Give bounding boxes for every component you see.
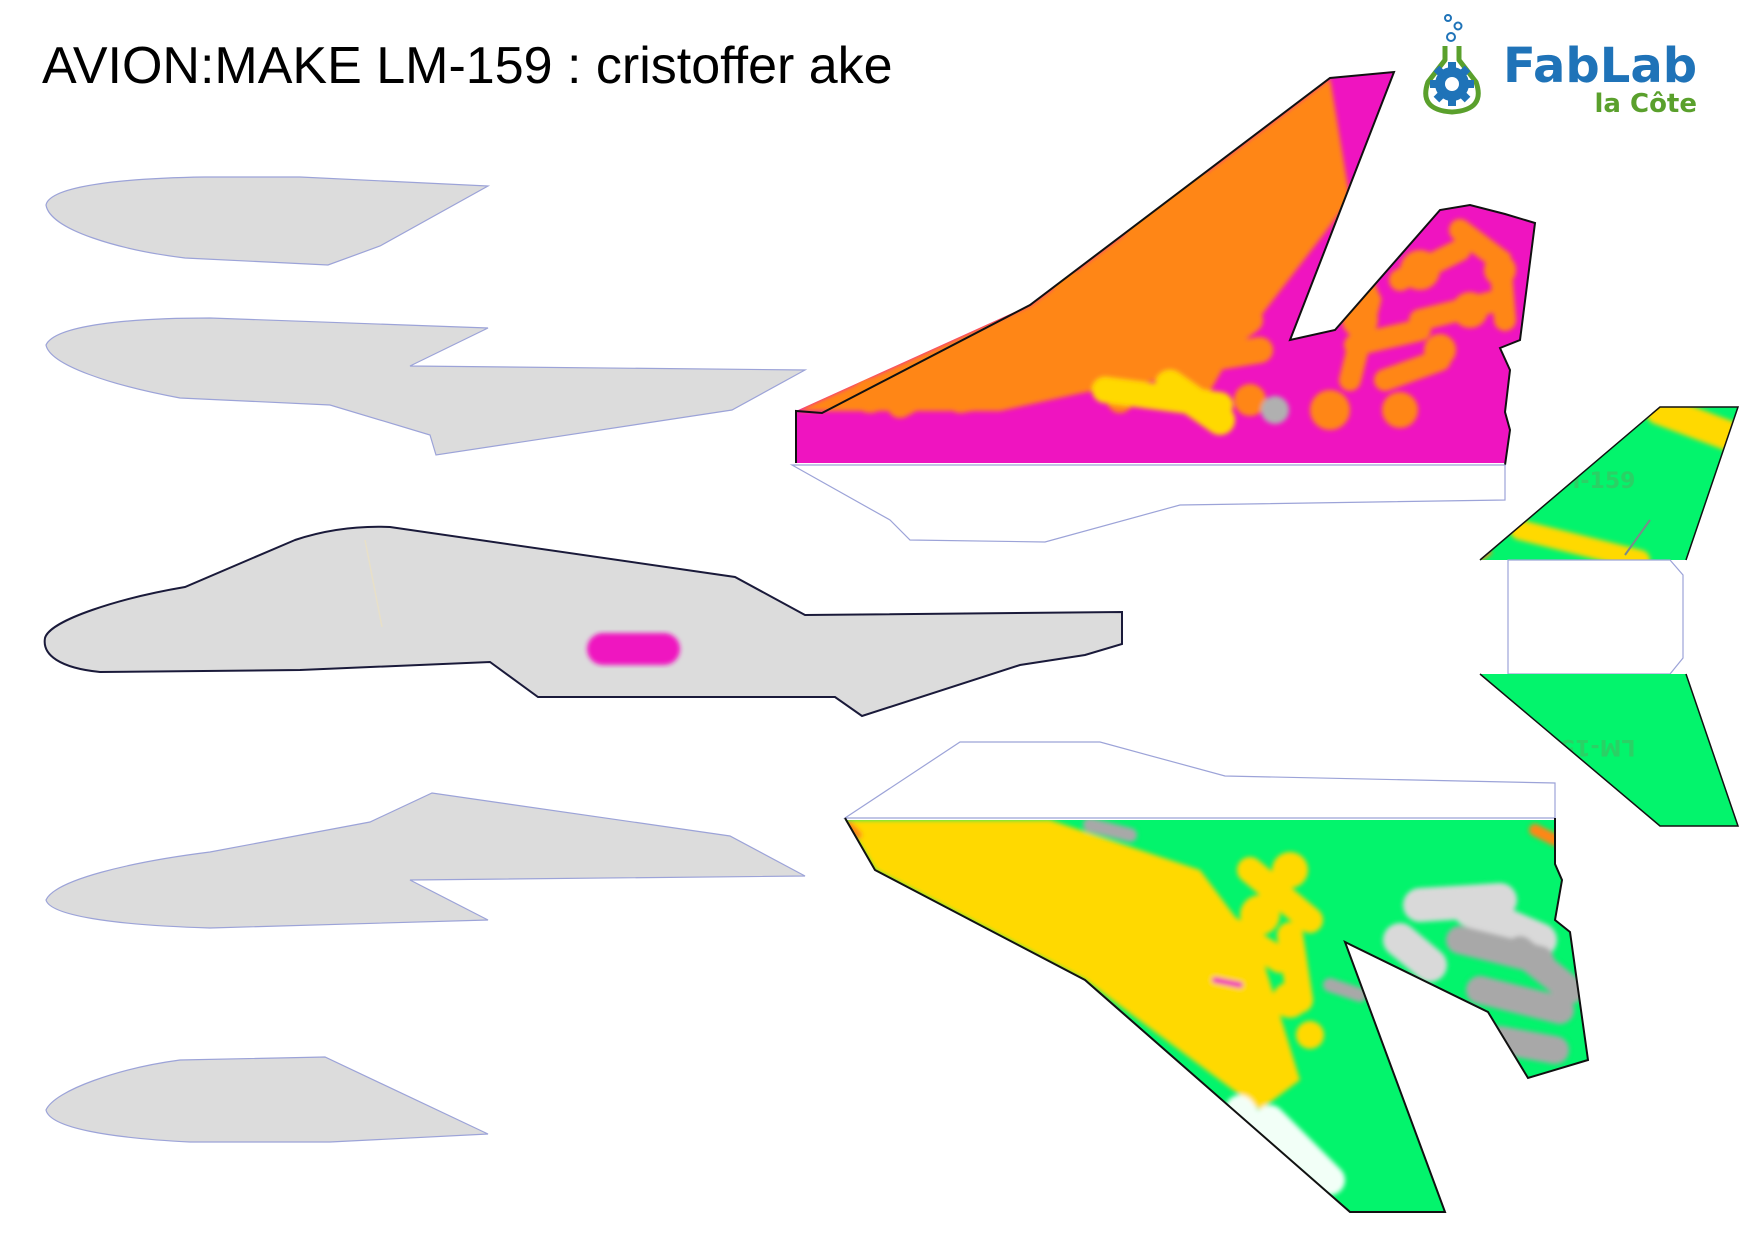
bottom-wing-white-tab <box>843 741 1556 819</box>
fablab-logo: FabLab la Côte <box>1423 14 1697 119</box>
top-wing-outline <box>795 70 1537 466</box>
rudder-label-top: LM-159 <box>1545 469 1636 494</box>
nose-piece-top <box>45 176 491 266</box>
fablab-logo-name: FabLab <box>1503 38 1697 94</box>
top-wing <box>796 72 1535 465</box>
rudder-white-tab <box>1507 559 1684 675</box>
rudder-top-outline <box>1479 406 1740 561</box>
rudder-bottom-outline <box>1479 673 1740 827</box>
fuselage-side-upper <box>45 317 808 456</box>
fuselage-main <box>43 525 1123 718</box>
rudder-label-bottom: LM-159 <box>1545 734 1636 759</box>
rudder-top: LM-159 <box>1480 407 1738 560</box>
page-title: AVION:MAKE LM-159 : cristoffer ake <box>42 37 893 95</box>
nose-piece-bottom <box>45 1056 489 1143</box>
flask-gear-icon <box>1423 14 1481 115</box>
fablab-logo-subtitle: la Côte <box>1594 89 1697 119</box>
fuselage-side-lower <box>45 792 806 929</box>
fuselage-fold-line <box>364 539 383 628</box>
bottom-wing-outline <box>844 817 1590 1213</box>
fuselage-magenta-mark <box>587 633 680 665</box>
top-wing-white-tab <box>789 464 1506 543</box>
